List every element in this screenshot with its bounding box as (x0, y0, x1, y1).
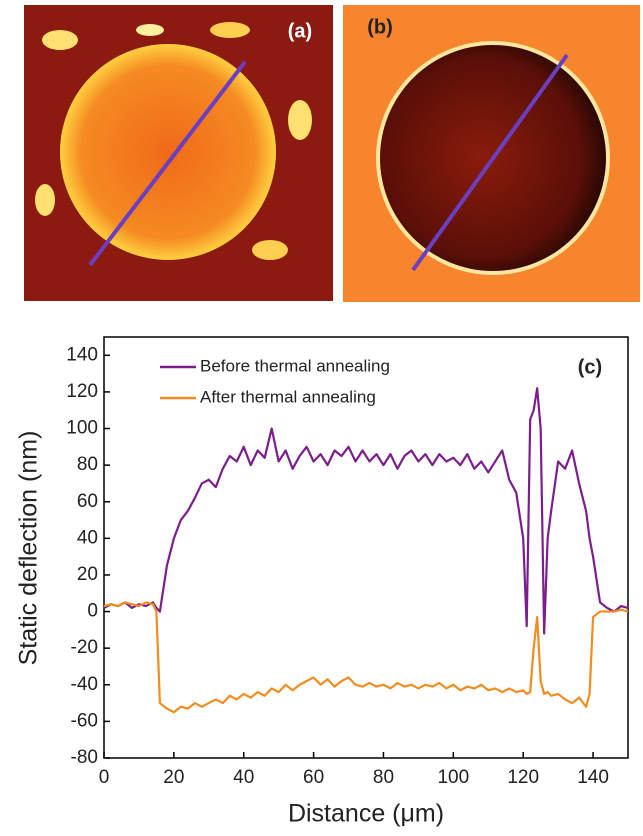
panel-a-image: (a) (24, 5, 333, 301)
x-tick-label: 80 (373, 767, 394, 788)
y-tick-label: 140 (66, 344, 98, 365)
x-tick-label: 40 (233, 767, 254, 788)
chart: -80 -60 -40 -20 0 20 40 60 80 100 120 140 0 20 40 60 80 1… (66, 337, 628, 788)
legend-label: Before thermal annealing (200, 356, 390, 375)
y-tick-label: 40 (77, 527, 98, 548)
y-tick-label: 100 (66, 418, 98, 439)
x-tick-label: 60 (303, 767, 324, 788)
panel-label: (a) (288, 20, 312, 42)
x-tick-label: 100 (437, 767, 469, 788)
y-tick-label: -20 (71, 637, 98, 658)
y-tick-label: 60 (77, 491, 98, 512)
y-tick-label: -80 (71, 747, 98, 768)
y-tick-label: 20 (77, 564, 98, 585)
series-line (104, 388, 628, 633)
y-tick-label: 0 (87, 601, 98, 622)
panel-label: (b) (367, 16, 393, 38)
y-tick-label: 80 (77, 454, 98, 475)
y-axis-label: Static deflection (nm) (15, 431, 43, 666)
figure: (a) (b) -80 -60 -40 -20 0 20 40 60 80 100 120 140 0 2… (0, 0, 643, 836)
series-line (104, 602, 628, 712)
x-tick-label: 20 (163, 767, 184, 788)
panel-b-image: (b) (343, 5, 640, 302)
x-axis-label: Distance (μm) (288, 800, 444, 828)
annotation: (c) (578, 356, 602, 378)
legend-label: After thermal annealing (200, 387, 376, 406)
y-tick-label: 120 (66, 381, 98, 402)
x-tick-label: 0 (99, 767, 110, 788)
x-tick-label: 120 (507, 767, 539, 788)
x-tick-label: 140 (577, 767, 609, 788)
y-tick-label: -40 (71, 674, 98, 695)
y-tick-label: -60 (71, 710, 98, 731)
